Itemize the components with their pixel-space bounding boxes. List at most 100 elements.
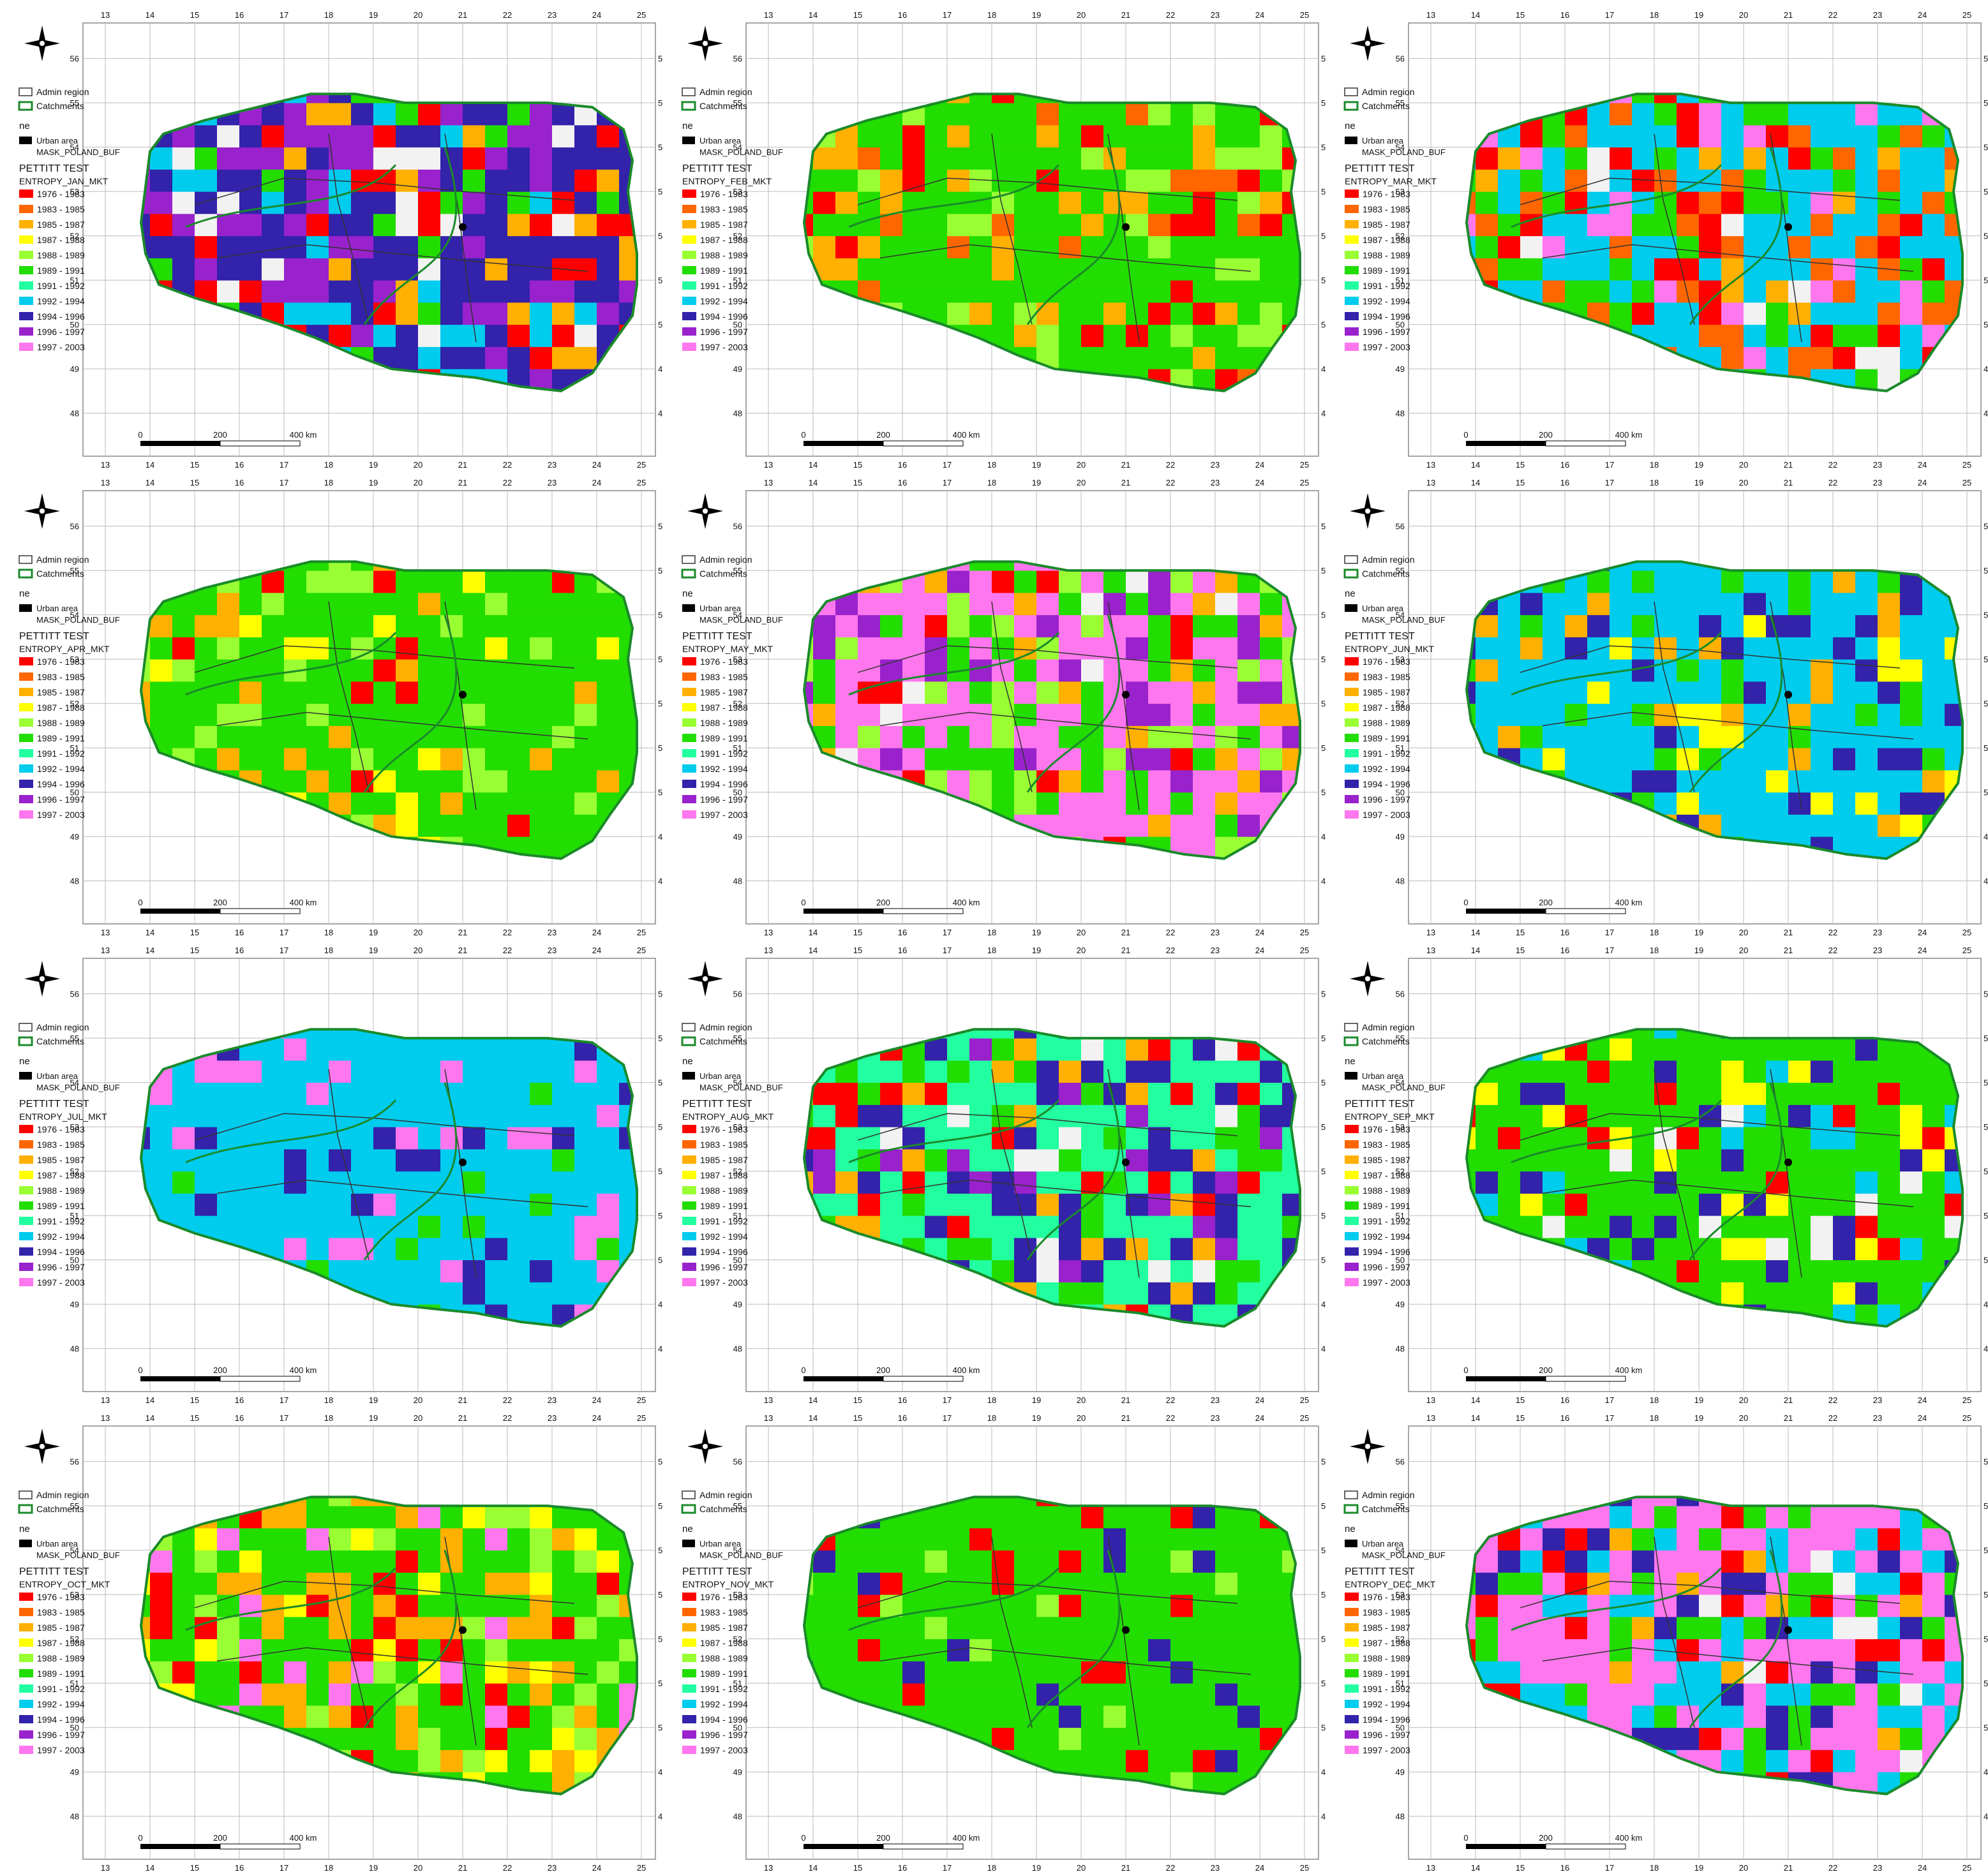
- raster-cell: [1058, 561, 1081, 571]
- raster-cell: [1565, 213, 1588, 237]
- raster-cell: [1282, 1038, 1300, 1061]
- raster-cell: [284, 1304, 307, 1326]
- raster-cell: [1878, 346, 1901, 369]
- raster-cell: [946, 1060, 969, 1083]
- raster-cell: [812, 1215, 835, 1238]
- raster-cell: [485, 124, 508, 148]
- raster-cell: [1036, 1215, 1059, 1238]
- legend-swatch: [19, 1654, 33, 1662]
- raster-cell: [1193, 391, 1216, 413]
- raster-cell: [1632, 1282, 1655, 1305]
- raster-cell: [284, 1527, 307, 1551]
- raster-cell: [463, 637, 486, 660]
- lon-tick-top: 25: [1299, 10, 1308, 20]
- raster-cell: [969, 94, 992, 103]
- raster-cell: [1744, 280, 1767, 303]
- raster-cell: [1945, 1215, 1962, 1238]
- raster-cell: [1811, 859, 1834, 881]
- raster-cell: [1543, 1193, 1566, 1216]
- raster-cell: [284, 124, 307, 148]
- lon-tick-bottom: 24: [1918, 928, 1927, 935]
- raster-cell: [1103, 614, 1126, 637]
- lat-tick-left: 48: [70, 877, 79, 886]
- lon-tick-bottom: 19: [1694, 460, 1703, 468]
- raster-cell: [925, 1349, 948, 1371]
- raster-cell: [1833, 1282, 1856, 1305]
- raster-cell: [552, 1326, 575, 1349]
- raster-cell: [1677, 94, 1700, 103]
- raster-cell: [507, 570, 530, 593]
- raster-cell: [1103, 769, 1126, 793]
- raster-cell: [552, 1148, 575, 1172]
- raster-cell: [1170, 1326, 1193, 1349]
- raster-cell: [1467, 1193, 1476, 1216]
- raster-cell: [1058, 681, 1081, 704]
- raster-cell: [1565, 94, 1588, 103]
- lon-tick-bottom: 23: [548, 1395, 557, 1403]
- raster-cell: [1922, 1171, 1945, 1194]
- raster-cell: [141, 191, 151, 214]
- raster-cell: [1721, 103, 1744, 126]
- raster-cell: [1125, 124, 1148, 148]
- raster-cell: [1103, 881, 1126, 903]
- raster-cell: [1125, 1127, 1148, 1150]
- raster-cell: [902, 614, 925, 637]
- raster-cell: [1677, 1127, 1700, 1150]
- map-frame: [745, 490, 1319, 925]
- lon-tick-bottom: 17: [1605, 1395, 1614, 1403]
- raster-cell: [1587, 703, 1610, 726]
- raster-cell: [1081, 881, 1104, 903]
- admin-boundary: [328, 1536, 370, 1728]
- raster-cell: [440, 725, 463, 748]
- lon-tick-top: 14: [146, 946, 154, 955]
- raster-cell: [373, 1638, 396, 1661]
- raster-cell: [1922, 147, 1945, 170]
- raster-cell: [1922, 324, 1945, 347]
- raster-cell: [1788, 1038, 1811, 1061]
- raster-cell: [195, 169, 218, 192]
- raster-cell: [1565, 881, 1588, 903]
- raster-cell: [1476, 391, 1498, 413]
- raster-cell: [1677, 302, 1700, 325]
- raster-cell: [195, 703, 218, 726]
- legend-class-label: 1976 - 1983: [37, 657, 85, 667]
- raster-cell: [507, 235, 530, 258]
- raster-cell: [351, 124, 374, 148]
- raster-cell: [351, 1772, 374, 1794]
- lon-tick-bottom: 21: [1784, 1395, 1793, 1403]
- raster-cell: [857, 369, 880, 391]
- scale-bar: 0 200 400 km: [138, 898, 317, 914]
- raster-cell: [1498, 103, 1521, 126]
- raster-cell: [857, 1193, 880, 1216]
- legend-class-label: 1989 - 1991: [1363, 265, 1410, 276]
- legend-urban-area: Urban area: [1362, 604, 1404, 613]
- raster-cell: [812, 681, 835, 704]
- legend-swatch: [19, 1171, 33, 1179]
- lon-tick-top: 24: [1255, 478, 1264, 487]
- raster-cell: [440, 748, 463, 771]
- raster-cell: [1878, 391, 1901, 413]
- raster-cell: [946, 748, 969, 771]
- raster-cell: [1855, 346, 1878, 369]
- raster-cell: [373, 1171, 396, 1194]
- raster-cell: [1699, 1082, 1722, 1105]
- raster-cell: [1699, 836, 1722, 859]
- raster-cell: [150, 836, 173, 859]
- raster-cell: [262, 1148, 285, 1172]
- raster-cell: [1833, 1349, 1856, 1371]
- raster-cell: [1654, 1029, 1677, 1039]
- raster-cell: [262, 1282, 285, 1305]
- legend-class-label: 1997 - 2003: [1363, 342, 1410, 352]
- raster-cell: [262, 859, 285, 881]
- raster-cell: [1811, 213, 1834, 237]
- raster-cell: [1520, 637, 1543, 660]
- raster-cell: [1677, 859, 1700, 881]
- raster-cell: [1058, 94, 1081, 103]
- raster-cell: [1945, 413, 1968, 436]
- raster-cell: [1900, 346, 1923, 369]
- raster-cell: [195, 258, 218, 281]
- legend-swatch: [1345, 1186, 1359, 1194]
- lon-tick-top: 14: [1471, 946, 1480, 955]
- urban-area-warsaw: [1121, 690, 1130, 699]
- raster-cell: [172, 637, 195, 660]
